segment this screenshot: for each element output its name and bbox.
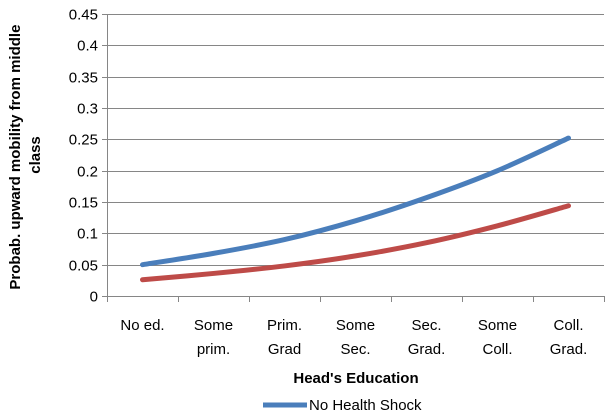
y-tick-label: 0.4 [77,38,98,55]
y-tick-labels: 0 0.05 0.1 0.15 0.2 0.25 0.3 0.35 0.4 0.45 [69,7,98,306]
x-tick-label: No ed. [120,317,164,334]
svg-text:Probab. upward mobility from m: Probab. upward mobility from middle clas… [7,20,44,289]
x-tick-label: Prim. Grad [267,317,302,358]
x-tick-labels: No ed. Some prim. Prim. Grad Some Sec. Sec. Grad… [120,317,587,358]
y-axis-title-line-1: Probab. upward mobility from middle [7,25,24,290]
x-tick-label: Coll. Grad. [550,317,588,358]
series-lines [140,135,571,283]
y-tick-label: 0 [90,289,98,306]
y-tick-label: 0.15 [69,195,98,212]
x-tick-label: Some prim. [194,317,233,358]
x-tick-label: Sec. Grad. [408,317,446,358]
y-tick-label: 0.05 [69,258,98,275]
y-tick-label: 0.3 [77,101,98,118]
series-line-2 [140,203,571,283]
x-tick-label: Some Coll. [478,317,517,358]
x-axis-title: Head's Education [293,370,418,387]
legend: No Health Shock [263,397,422,414]
axes [102,14,605,302]
y-tick-label: 0.2 [77,164,98,181]
y-tick-label: 0.25 [69,132,98,149]
y-axis-title-line-2: class [27,136,44,174]
legend-label-no-health-shock: No Health Shock [309,397,422,414]
y-tick-label: 0.35 [69,70,98,87]
y-tick-label: 0.1 [77,226,98,243]
series-line-no-health-shock [140,135,571,268]
y-tick-label: 0.45 [69,7,98,24]
gridlines [107,14,604,266]
y-axis-title: Probab. upward mobility from middle clas… [7,20,44,290]
x-tick-label: Some Sec. [336,317,375,358]
